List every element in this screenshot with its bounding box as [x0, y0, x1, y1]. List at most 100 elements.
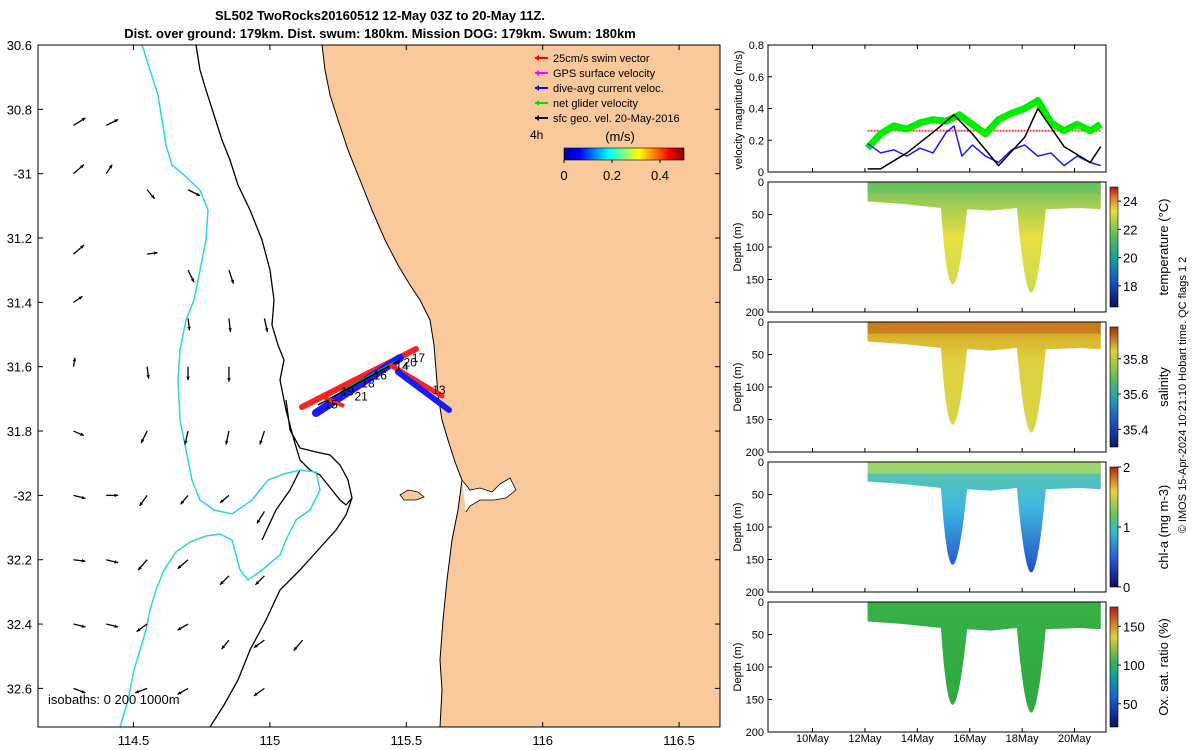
coastline [321, 45, 463, 727]
velocity-ytick-label: 0.4 [749, 104, 764, 116]
current-vector [73, 117, 86, 126]
current-vector [106, 559, 119, 564]
section-ytick-label: 50 [752, 350, 764, 362]
legend-label: 25cm/s swim vector [553, 53, 650, 65]
velocity-ytick-label: 0 [758, 167, 764, 179]
current-vector [263, 318, 269, 333]
map-ytick-label: 32.6 [7, 681, 32, 696]
map-xtick-label: 115.5 [390, 733, 422, 748]
section-surface-layer [867, 602, 1101, 614]
section-ytick-label: 0 [758, 457, 764, 469]
estuary [461, 477, 517, 513]
velocity-colorbar [563, 147, 685, 161]
section-ytick-label: 0 [758, 597, 764, 609]
map-xtick-label: 116.5 [663, 733, 695, 748]
current-vector [177, 623, 189, 631]
current-vector [146, 366, 150, 379]
section-colorbar-label: temperature (°C) [1156, 199, 1171, 296]
section-ytick-label: 150 [746, 695, 764, 707]
section-colorbar-tick-label: 35.8 [1123, 352, 1148, 367]
section-ytick-label: 50 [752, 630, 764, 642]
chla-section: 0 50 100 150 200 Depth (m) 0 1 2 chl-a (mg m-3) [732, 457, 1171, 599]
section-ytick-label: 100 [746, 662, 764, 674]
current-vector [184, 430, 189, 445]
time-tick-label: 10May [796, 733, 830, 745]
section-colorbar-tick-label: 35.6 [1123, 387, 1148, 402]
current-vector [140, 430, 148, 444]
section-colorbar-label: salinity [1156, 367, 1171, 407]
section-ytick-label: 50 [752, 210, 764, 222]
map-ytick-label: 30.8 [7, 102, 32, 117]
legend-label: net glider velocity [553, 98, 638, 110]
section-surface-layer [867, 462, 1101, 474]
map-ytick-label: 31.2 [7, 231, 32, 246]
isobath-label: isobaths: 0 200 1000m [48, 692, 180, 707]
section-ytick-label: 200 [746, 447, 764, 459]
section-colorbar-tick-label: 1 [1123, 520, 1130, 535]
time-tick-label: 20May [1058, 733, 1092, 745]
current-vector [73, 687, 86, 694]
section-colorbar-tick-label: 18 [1123, 279, 1137, 294]
island [399, 489, 425, 501]
current-vector [146, 189, 156, 200]
current-vector [187, 318, 191, 331]
section-ytick-label: 200 [746, 727, 764, 739]
map-xtick-label: 115 [260, 733, 281, 748]
current-vector [180, 494, 189, 505]
current-vector [253, 639, 265, 649]
section-ytick-label: 100 [746, 522, 764, 534]
current-vector [256, 511, 265, 524]
velocity-series-line [864, 97, 1103, 151]
map-ytick-label: 32.2 [7, 553, 32, 568]
current-vector [106, 493, 119, 498]
section-ytick-label: 100 [746, 242, 764, 254]
current-vector [73, 295, 83, 303]
colorbar-title: (m/s) [605, 129, 635, 144]
track-blue-se [395, 369, 452, 413]
velocity-ytick-label: 0.8 [749, 40, 764, 52]
track-day-label: 18 [361, 377, 375, 391]
section-colorbar [1109, 186, 1119, 308]
track-day-label: 21 [354, 389, 368, 403]
track-day-label: 16 [374, 369, 388, 383]
current-vector [136, 623, 148, 633]
section-colorbar-label: Ox. sat. ratio (%) [1156, 618, 1171, 716]
section-colorbar-tick-label: 2 [1123, 460, 1130, 475]
current-vector [219, 494, 230, 504]
velocity-ylabel: velocity magnitude (m/s) [733, 50, 745, 169]
current-vector [73, 430, 85, 437]
velocity-axes-frame [767, 44, 1107, 173]
legend-label: sfc geo. vel. 20-May-2016 [553, 113, 680, 125]
map-ytick-label: 31.4 [7, 295, 32, 310]
section-colorbar-tick-label: 50 [1123, 697, 1137, 712]
section-colorbar-tick-label: 150 [1123, 619, 1145, 634]
section-ylabel: Depth (m) [732, 503, 744, 552]
time-tick-label: 14May [901, 733, 935, 745]
section-ylabel: Depth (m) [732, 363, 744, 412]
current-vector [137, 559, 148, 571]
isobath-0m-cyan [119, 45, 321, 727]
current-vector [73, 164, 85, 175]
current-vector [105, 118, 119, 127]
current-vector [177, 559, 189, 570]
velocity-ytick-label: 0.2 [749, 135, 764, 147]
current-vector [134, 687, 148, 694]
current-vector [105, 164, 113, 175]
velocity-ytick-label: 0.6 [749, 72, 764, 84]
map-ytick-label: 32.4 [7, 617, 32, 632]
track-day-label: 14 [395, 360, 409, 374]
section-ytick-label: 0 [758, 317, 764, 329]
section-ytick-label: 150 [746, 415, 764, 427]
colorbar-tick-label: 0.4 [651, 168, 669, 183]
section-colorbar-tick-label: 100 [1123, 658, 1145, 673]
current-vector [186, 366, 190, 381]
section-colorbar-tick-label: 0 [1123, 580, 1130, 595]
legend-label: GPS surface velocity [553, 68, 656, 80]
track-red-tail [324, 396, 345, 408]
section-ytick-label: 150 [746, 555, 764, 567]
section-surface-layer [867, 322, 1101, 334]
section-data-fill [867, 322, 1101, 433]
isobath-200m [195, 45, 353, 506]
section-ytick-label: 50 [752, 490, 764, 502]
section-data-fill [867, 602, 1101, 713]
